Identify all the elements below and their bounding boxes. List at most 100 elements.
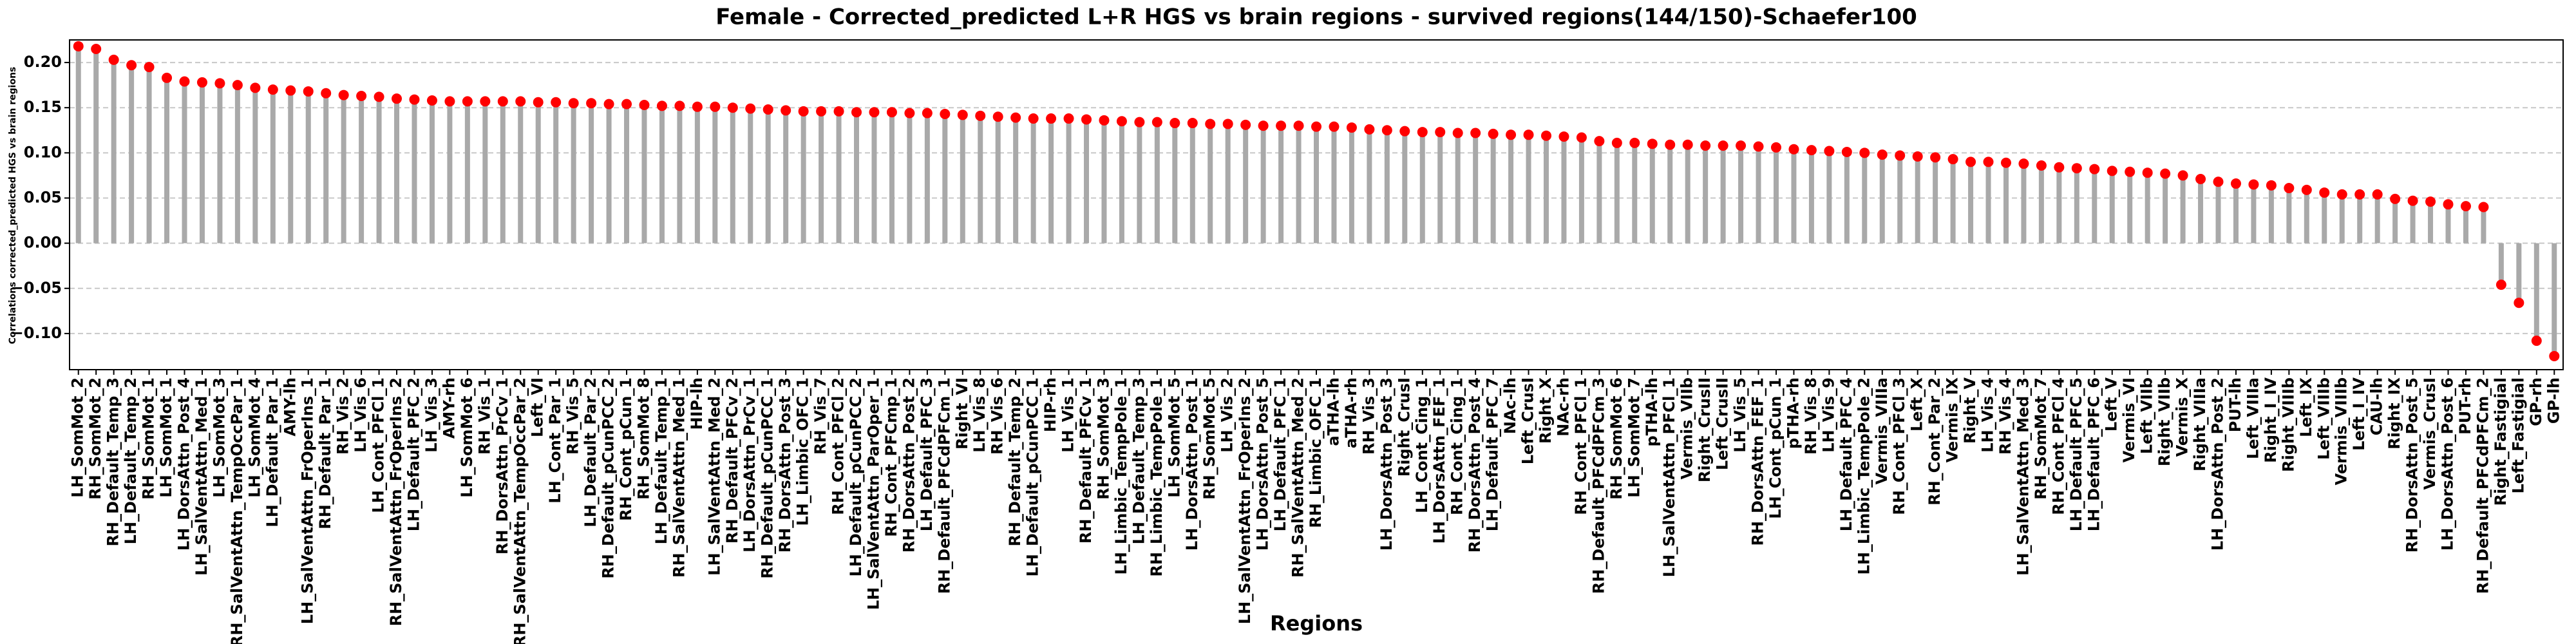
marker <box>480 96 491 107</box>
marker <box>2036 160 2047 171</box>
x-tick-label: RH_SalVentAttn_Med_1 <box>670 377 688 578</box>
x-tick-label: Left_X <box>1908 377 1926 431</box>
marker <box>1046 113 1057 124</box>
marker <box>2319 187 2330 198</box>
x-tick-label: LH_Default_PFC_6 <box>2085 377 2103 531</box>
x-tick-label: LH_SalVentAttn_FrOperIns_2 <box>1236 377 1254 624</box>
x-tick-label: RH_Cont_Par_2 <box>1926 377 1944 506</box>
x-tick-label: Right_VI <box>953 377 971 450</box>
x-tick-label: AMY-rh <box>440 377 458 439</box>
x-tick-label: LH_SomMot_7 <box>1625 377 1643 498</box>
marker <box>1947 154 1958 165</box>
marker <box>1753 141 1764 152</box>
marker <box>957 109 968 120</box>
x-tick-label: Left_VIIb <box>2138 377 2156 454</box>
marker <box>2018 158 2029 169</box>
x-tick-label: LH_Vis_5 <box>1731 377 1749 453</box>
marker <box>1329 121 1340 132</box>
marker <box>1806 145 1817 156</box>
marker <box>833 106 844 117</box>
x-tick-label: RH_Cont_Cing_1 <box>1448 377 1466 515</box>
x-tick-label: Left_Fastigial <box>2509 377 2527 493</box>
marker <box>1824 146 1835 156</box>
x-tick-label: Right_CrusII <box>1696 377 1714 482</box>
x-tick-label: RH_Default_pCunPCC_2 <box>600 377 618 579</box>
marker <box>303 86 314 97</box>
marker <box>515 96 526 107</box>
marker <box>1983 156 1994 167</box>
marker <box>727 102 738 113</box>
marker <box>1665 139 1676 150</box>
marker <box>232 80 243 91</box>
marker <box>1381 125 1392 136</box>
marker <box>639 99 650 110</box>
marker <box>1770 142 1781 153</box>
x-tick-label: LH_Default_Par_2 <box>582 377 600 527</box>
marker <box>1028 113 1039 124</box>
x-tick-label: LH_DorsAttn_Post_3 <box>1378 377 1396 551</box>
marker <box>285 85 296 96</box>
marker <box>869 107 880 118</box>
x-tick-label: RH_DorsAttn_PrCv_1 <box>493 377 511 554</box>
x-tick-label: RH_SalVentAttn_TempOccPar_2 <box>511 377 529 644</box>
x-tick-label: LH_Default_PFC_1 <box>1271 377 1289 531</box>
x-tick-label: LH_DorsAttn_PrCv_1 <box>741 377 759 553</box>
marker <box>162 72 173 83</box>
x-tick-label: RH_Default_PFCv_1 <box>1077 377 1095 544</box>
marker <box>444 96 455 107</box>
y-tick-label: −0.10 <box>11 324 62 342</box>
x-tick-label: Right_Fastigial <box>2492 377 2510 506</box>
marker <box>392 93 402 104</box>
x-tick-label: Right_CrusI <box>1395 377 1413 477</box>
marker <box>1506 129 1517 140</box>
x-tick-label: RH_Default_pCunPCC_1 <box>759 377 777 579</box>
marker <box>1258 120 1269 131</box>
marker <box>250 82 261 93</box>
marker <box>2514 298 2524 308</box>
x-tick-label: LH_Limbic_TempPole_2 <box>1855 377 1873 574</box>
marker <box>1470 128 1481 138</box>
x-tick-label: AMY-lh <box>281 377 299 437</box>
marker <box>1736 140 1747 151</box>
x-tick-label: RH_SomMot_7 <box>2032 377 2050 500</box>
marker <box>781 105 791 116</box>
x-tick-label: Right_VIIIa <box>2191 377 2209 471</box>
marker <box>2336 189 2347 200</box>
marker <box>656 100 667 111</box>
x-tick-label: LH_SomMot_1 <box>157 377 175 498</box>
marker <box>922 108 933 118</box>
x-tick-label: RH_DorsAttn_Post_3 <box>776 377 794 553</box>
marker <box>2443 199 2454 210</box>
marker <box>1912 151 1923 162</box>
marker <box>886 107 897 118</box>
x-tick-label: LH_SalVentAttn_Med_2 <box>705 377 723 576</box>
marker <box>1841 146 1852 157</box>
y-tick-label: 0.20 <box>24 53 62 71</box>
marker <box>586 98 597 109</box>
x-tick-label: PUT-lh <box>2226 377 2244 432</box>
x-tick-label: RH_Default_Temp_3 <box>104 377 122 547</box>
x-tick-label: LH_Vis_1 <box>1059 377 1077 453</box>
marker <box>1099 115 1110 126</box>
marker <box>1682 139 1693 150</box>
x-tick-label: LH_Cont_pCun_1 <box>1766 377 1785 519</box>
marker <box>1718 140 1728 151</box>
marker <box>338 90 349 100</box>
marker <box>2407 195 2418 206</box>
x-tick-label: LH_Limbic_OFC_1 <box>794 377 812 526</box>
marker <box>710 101 721 112</box>
marker <box>2142 167 2153 178</box>
plot-frame <box>69 39 2564 370</box>
x-tick-label: Left_I_IV <box>2350 377 2368 451</box>
x-tick-label: RH_SalVentAttn_FrOperIns_2 <box>387 377 405 626</box>
marker <box>1081 114 1092 125</box>
x-tick-label: LH_Default_PFC_5 <box>2067 377 2085 531</box>
marker <box>2496 279 2506 290</box>
marker <box>2531 336 2542 346</box>
marker <box>1311 121 1321 132</box>
marker <box>551 97 562 108</box>
x-tick-label: LH_DorsAttn_Post_4 <box>175 377 193 551</box>
x-tick-label: LH_DorsAttn_Post_1 <box>1183 377 1201 551</box>
x-tick-label: LH_Default_Par_1 <box>263 377 281 527</box>
marker <box>1700 140 1711 151</box>
